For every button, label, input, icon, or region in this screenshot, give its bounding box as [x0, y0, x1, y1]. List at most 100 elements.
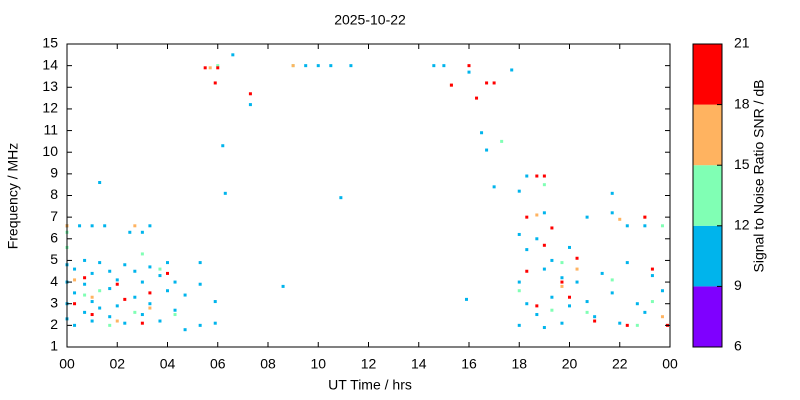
- chart-title: 2025-10-22: [334, 12, 406, 28]
- data-point: [442, 64, 446, 68]
- y-tick-label: 15: [42, 35, 58, 51]
- data-point: [575, 267, 579, 271]
- data-point: [510, 68, 514, 72]
- data-point: [115, 282, 119, 286]
- colorbar-label: Signal to Noise Ratio SNR / dB: [751, 80, 767, 273]
- data-point: [635, 323, 639, 327]
- data-point: [83, 282, 87, 286]
- data-point: [585, 300, 589, 304]
- data-point: [73, 323, 77, 327]
- y-tick-label: 13: [42, 78, 58, 94]
- y-tick-label: 6: [50, 229, 58, 245]
- data-point: [123, 263, 127, 267]
- data-point: [475, 96, 479, 100]
- data-point: [203, 66, 207, 70]
- data-point: [208, 66, 212, 70]
- data-point: [231, 53, 235, 57]
- data-point: [108, 269, 112, 273]
- colorbar-segment: [693, 165, 722, 226]
- data-point: [650, 274, 654, 278]
- data-point: [610, 278, 614, 282]
- data-point: [148, 302, 152, 306]
- data-point: [610, 191, 614, 195]
- data-point: [643, 310, 647, 314]
- data-point: [98, 261, 102, 265]
- y-tick-label: 4: [50, 273, 58, 289]
- colorbar-tick-label: 6: [734, 338, 742, 354]
- data-point: [248, 92, 252, 96]
- colorbar-segment: [693, 104, 722, 166]
- y-tick-label: 8: [50, 186, 58, 202]
- data-point: [485, 81, 489, 85]
- x-axis-label: UT Time / hrs: [328, 377, 412, 393]
- x-tick-label: 04: [160, 356, 176, 372]
- data-point: [525, 248, 529, 252]
- data-point: [550, 308, 554, 312]
- data-point: [148, 265, 152, 269]
- data-point: [133, 224, 137, 228]
- data-point: [98, 306, 102, 310]
- data-point: [635, 302, 639, 306]
- data-point: [525, 215, 529, 219]
- data-point: [98, 289, 102, 293]
- data-point: [492, 185, 496, 189]
- data-point: [480, 131, 484, 135]
- data-point: [339, 196, 343, 200]
- data-point: [432, 64, 436, 68]
- data-point: [90, 295, 94, 299]
- data-point: [216, 64, 220, 68]
- data-point: [133, 295, 137, 299]
- data-point: [542, 174, 546, 178]
- data-point: [517, 289, 521, 293]
- data-point: [550, 295, 554, 299]
- data-point: [660, 315, 664, 319]
- x-tick-label: 00: [59, 356, 75, 372]
- y-tick-label: 2: [50, 316, 58, 332]
- colorbar-segment: [693, 225, 722, 287]
- data-point: [467, 70, 471, 74]
- data-point: [166, 289, 169, 293]
- data-point: [221, 144, 225, 148]
- data-point: [593, 319, 597, 323]
- data-point: [148, 224, 152, 228]
- data-point: [108, 323, 112, 327]
- x-tick-label: 06: [210, 356, 226, 372]
- data-point: [449, 83, 453, 87]
- data-point: [248, 103, 252, 107]
- y-tick-label: 7: [50, 208, 58, 224]
- x-tick-label: 12: [361, 356, 377, 372]
- data-point: [625, 224, 629, 228]
- data-point: [73, 278, 77, 282]
- data-point: [585, 215, 589, 219]
- data-point: [618, 217, 622, 221]
- data-point: [525, 269, 529, 273]
- data-point: [183, 293, 187, 297]
- data-point: [560, 321, 564, 325]
- data-point: [650, 300, 654, 304]
- data-point: [660, 289, 664, 293]
- data-point: [525, 302, 529, 306]
- data-point: [542, 243, 546, 247]
- x-tick-label: 00: [662, 356, 678, 372]
- y-tick-label: 12: [42, 100, 58, 116]
- data-point: [133, 310, 137, 314]
- colorbar-tick-label: 21: [734, 35, 750, 51]
- data-point: [643, 215, 647, 219]
- data-point: [123, 321, 127, 325]
- data-point: [133, 269, 137, 273]
- data-point: [140, 321, 144, 325]
- data-point: [568, 295, 571, 299]
- x-tick-label: 14: [411, 356, 427, 372]
- colorbar-segment: [693, 286, 722, 347]
- x-tick-label: 16: [461, 356, 477, 372]
- data-point: [492, 81, 496, 85]
- y-tick-label: 1: [50, 338, 58, 354]
- data-point: [108, 315, 112, 319]
- data-point: [83, 258, 87, 262]
- data-point: [140, 252, 144, 256]
- y-tick-label: 10: [42, 143, 58, 159]
- data-point: [140, 280, 144, 284]
- data-point: [183, 328, 187, 332]
- data-point: [610, 291, 614, 295]
- data-point: [585, 310, 589, 314]
